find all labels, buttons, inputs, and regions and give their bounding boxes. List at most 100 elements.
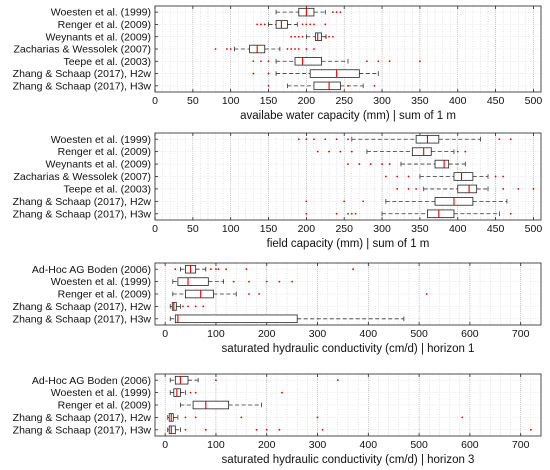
x-tick-label: 250 bbox=[335, 95, 353, 107]
iqr-box bbox=[434, 159, 450, 169]
outlier-point bbox=[350, 212, 353, 215]
outlier-point bbox=[464, 150, 467, 153]
category-label: Teepe et al. (2003) bbox=[63, 56, 151, 68]
outlier-point bbox=[321, 428, 324, 431]
box-5 bbox=[396, 184, 535, 194]
x-tick-label: 100 bbox=[207, 328, 225, 340]
outlier-point bbox=[202, 305, 205, 308]
outlier-point bbox=[309, 23, 312, 26]
x-axis-label: saturated hydraulic conductivity (cm/d) … bbox=[222, 343, 475, 355]
x-tick-label: 450 bbox=[487, 223, 505, 235]
outlier-point bbox=[278, 428, 281, 431]
outlier-point bbox=[297, 35, 300, 38]
chart-panel-1: 0 50 100 150 200 250 300 350 400 450 500 Woesten et… bbox=[13, 5, 542, 122]
outlier-point bbox=[347, 84, 349, 87]
outlier-point bbox=[509, 138, 512, 141]
outlier-point bbox=[419, 60, 421, 63]
x-tick-label: 300 bbox=[309, 439, 327, 451]
box-7 bbox=[267, 81, 376, 91]
box-3 bbox=[290, 32, 334, 41]
outlier-point bbox=[335, 138, 338, 141]
outlier-point bbox=[252, 72, 255, 75]
category-label: Zhang & Schaap (2017), H3w bbox=[13, 424, 152, 436]
category-label: Zhang & Schaap (2017), H2w bbox=[13, 68, 152, 80]
outlier-point bbox=[347, 212, 349, 215]
category-label: Ad-Hoc AG Boden (2006) bbox=[32, 375, 151, 387]
outlier-point bbox=[294, 35, 296, 38]
outlier-point bbox=[278, 280, 281, 283]
outlier-point bbox=[366, 60, 368, 63]
outlier-point bbox=[215, 379, 217, 382]
outlier-point bbox=[209, 268, 212, 271]
x-tick-label: 50 bbox=[187, 223, 199, 235]
x-tick-label: 200 bbox=[298, 223, 316, 235]
x-tick-label: 500 bbox=[410, 328, 428, 340]
x-axis-label: saturated hydraulic conductivity (cm/d) … bbox=[222, 454, 475, 466]
outlier-point bbox=[260, 23, 262, 26]
outlier-point bbox=[297, 138, 300, 141]
category-label: Zhang & Schaap (2017), H3w bbox=[13, 313, 152, 325]
box-3 bbox=[179, 400, 263, 410]
outlier-point bbox=[407, 175, 410, 178]
outlier-point bbox=[407, 188, 410, 190]
outlier-point bbox=[502, 175, 505, 178]
x-tick-label: 300 bbox=[373, 223, 391, 235]
category-label: Renger et al. (2009) bbox=[58, 19, 151, 31]
outlier-point bbox=[324, 138, 327, 141]
outlier-point bbox=[194, 305, 197, 308]
box-4 bbox=[214, 44, 315, 54]
outlier-point bbox=[498, 138, 501, 141]
box-5 bbox=[169, 314, 405, 324]
outlier-point bbox=[384, 175, 387, 178]
x-tick-label: 600 bbox=[461, 439, 479, 451]
iqr-box bbox=[192, 400, 230, 410]
outlier-point bbox=[305, 23, 308, 26]
x-tick-label: 150 bbox=[260, 95, 278, 107]
category-label: Zhang & Schaap (2017), H2w bbox=[13, 196, 152, 208]
iqr-box bbox=[313, 81, 341, 91]
category-label: Zacharias & Wessolek (2007) bbox=[13, 44, 151, 56]
box-2 bbox=[316, 147, 467, 156]
iqr-box bbox=[411, 147, 432, 156]
iqr-box bbox=[315, 32, 322, 41]
x-tick-label: 0 bbox=[152, 223, 158, 235]
outlier-point bbox=[339, 150, 342, 153]
iqr-box bbox=[177, 277, 209, 286]
outlier-point bbox=[335, 212, 338, 215]
outlier-point bbox=[281, 391, 283, 394]
outlier-point bbox=[252, 60, 255, 63]
category-label: Renger et al. (2009) bbox=[58, 400, 151, 412]
x-tick-label: 400 bbox=[360, 439, 378, 451]
outlier-point bbox=[229, 48, 232, 50]
outlier-point bbox=[217, 268, 220, 271]
outlier-point bbox=[194, 391, 197, 394]
outlier-point bbox=[297, 48, 300, 50]
outlier-point bbox=[263, 23, 266, 26]
outlier-point bbox=[343, 200, 346, 203]
outlier-point bbox=[335, 11, 338, 14]
x-tick-label: 700 bbox=[512, 439, 530, 451]
box-2 bbox=[169, 388, 283, 397]
chart-panel-3: 0 100 200 300 400 500 600 700 Ad-Hoc AG Boden (2… bbox=[13, 262, 542, 355]
outlier-point bbox=[324, 23, 327, 26]
outlier-point bbox=[313, 138, 315, 141]
category-label: Teepe et al. (2003) bbox=[63, 184, 151, 196]
outlier-point bbox=[494, 175, 497, 178]
box-3 bbox=[347, 159, 466, 169]
outlier-point bbox=[267, 72, 270, 75]
iqr-box bbox=[168, 425, 176, 435]
x-tick-label: 0 bbox=[162, 328, 168, 340]
x-tick-label: 150 bbox=[260, 223, 278, 235]
iqr-box bbox=[309, 69, 360, 78]
outlier-point bbox=[305, 138, 308, 141]
iqr-box bbox=[185, 289, 214, 299]
outlier-point bbox=[187, 305, 189, 308]
category-label: Renger et al. (2009) bbox=[58, 146, 151, 158]
x-axis-label: field capacity (mm) | sum of 1 m bbox=[267, 238, 430, 250]
outlier-point bbox=[358, 163, 361, 165]
outlier-point bbox=[265, 428, 268, 431]
outlier-point bbox=[339, 11, 342, 14]
box-1 bbox=[169, 375, 339, 385]
outlier-point bbox=[226, 48, 228, 50]
outlier-point bbox=[248, 280, 250, 283]
